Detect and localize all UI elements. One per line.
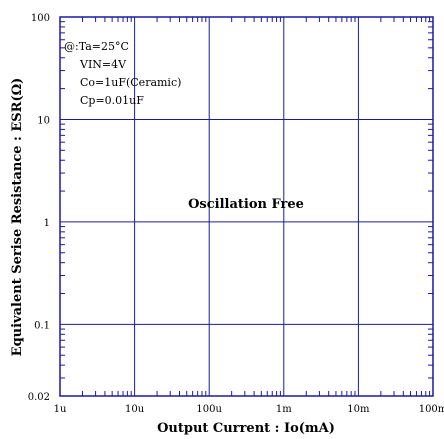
x-tick-label: 100u (196, 404, 222, 415)
y-tick-label: 10 (37, 115, 50, 126)
x-tick-label: 100m (419, 404, 444, 415)
minor-ticks (60, 17, 433, 396)
condition-cp: Cp=0.01uF (80, 94, 144, 107)
x-tick-label: 1u (54, 404, 67, 415)
x-tick-label: 10m (347, 404, 370, 415)
y-axis-title: Equivalent Serise Resistance : ESR(Ω) (10, 78, 25, 357)
y-tick-labels: 0.02 0.1 1 10 100 (28, 13, 50, 403)
condition-ta: @:Ta=25°C (64, 40, 129, 53)
x-tick-label: 10u (125, 404, 145, 415)
condition-vin: VIN=4V (79, 58, 127, 71)
y-tick-label: 1 (44, 218, 50, 229)
region-label: Oscillation Free (188, 197, 304, 212)
condition-co: Co=1uF(Ceramic) (80, 76, 181, 89)
x-tick-label: 1m (276, 404, 292, 415)
x-tick-labels: 1u 10u 100u 1m 10m 100m (54, 404, 444, 415)
y-tick-label: 0.02 (28, 392, 50, 403)
y-tick-label: 100 (31, 13, 50, 24)
plot-frame (59, 16, 434, 397)
y-tick-label: 0.1 (34, 320, 50, 331)
x-axis-title: Output Current : Io(mA) (157, 421, 335, 436)
